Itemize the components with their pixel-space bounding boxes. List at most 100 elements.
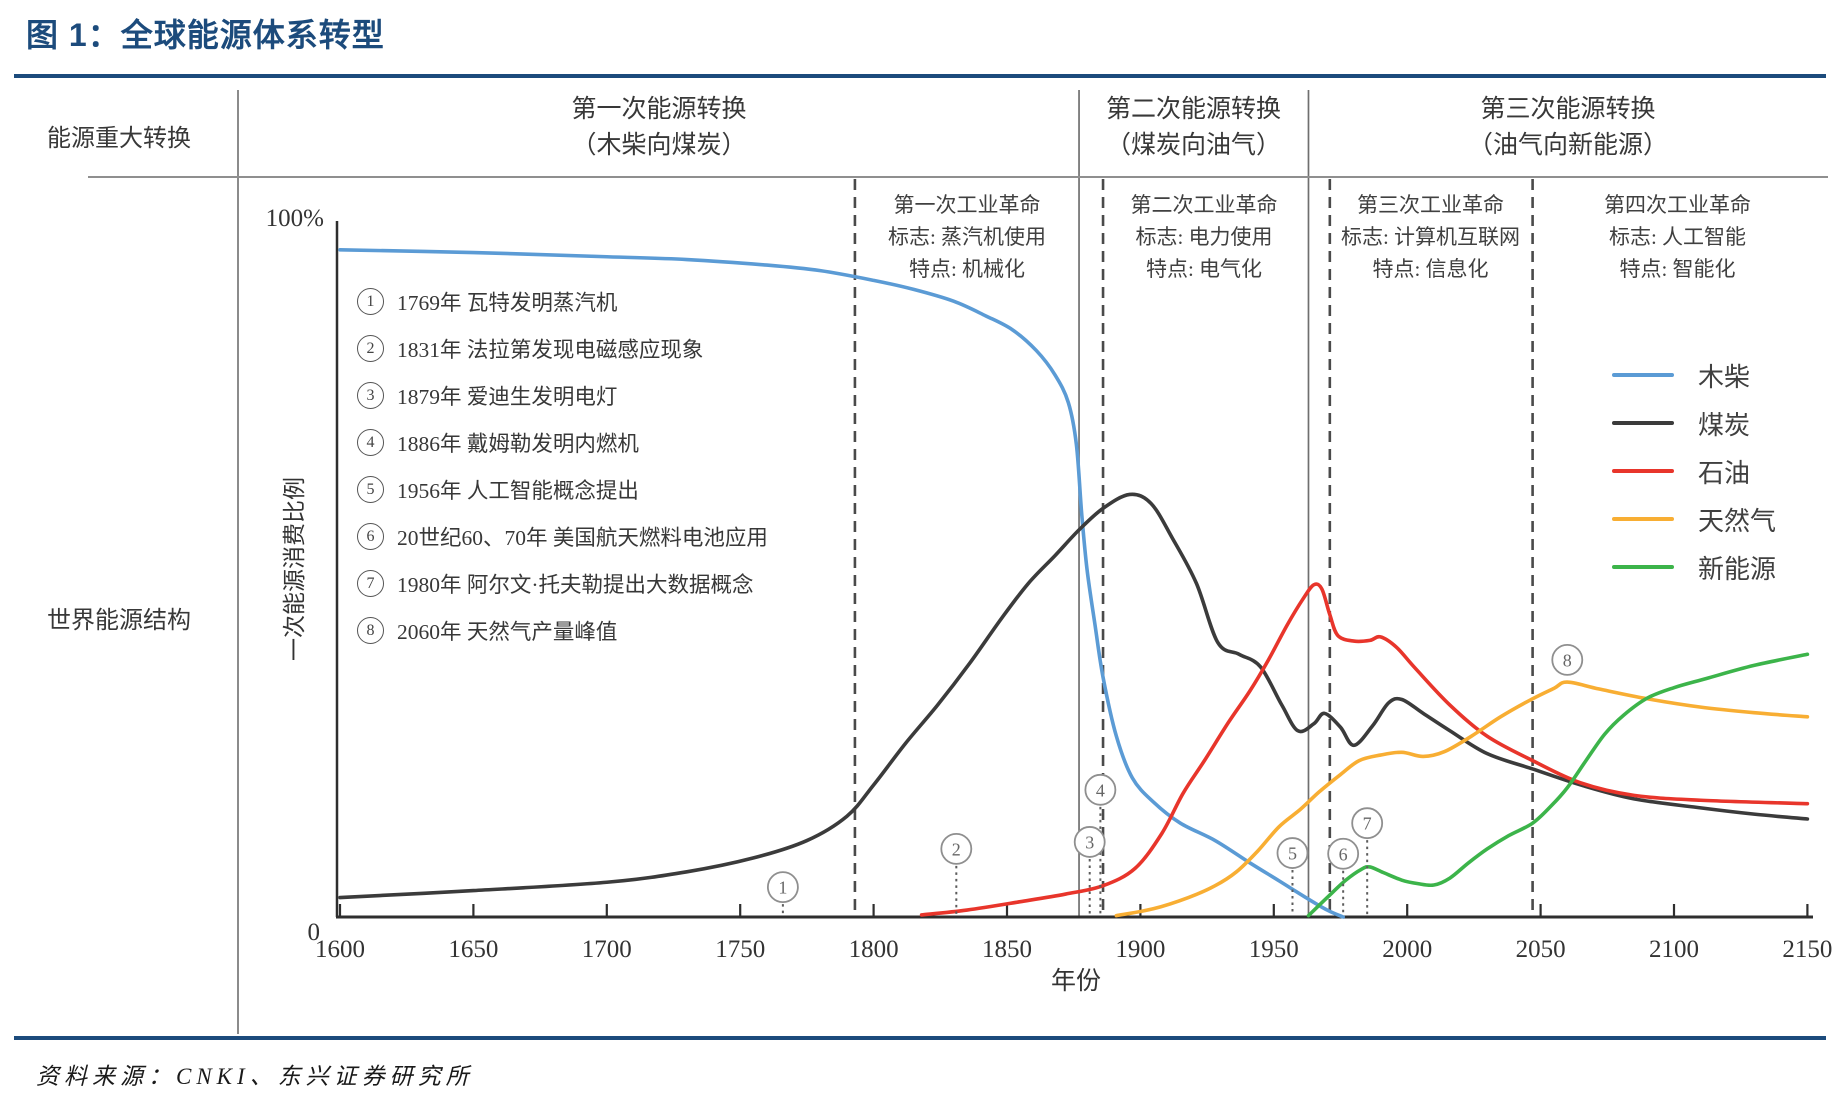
series-line-coal	[338, 492, 1810, 900]
legend-item-wood: 木柴	[1612, 351, 1776, 399]
annotation-text: 1980年 阿尔文·托夫勒提出大数据概念	[397, 573, 754, 597]
revolution-trait: 特点: 智能化	[1619, 257, 1736, 281]
x-tick-label: 1800	[849, 936, 899, 963]
event-marker-circle-3	[1073, 826, 1106, 858]
event-marker-circle-2	[940, 832, 973, 865]
era-title: 第三次能源转换	[1480, 96, 1656, 123]
matrix-row-label: 能源重大转换	[47, 126, 191, 152]
revolution-block-1: 第一次工业革命 标志: 蒸汽机使用 特点: 机械化	[837, 189, 1097, 285]
x-tick-label: 1900	[1115, 936, 1165, 963]
list-item: 7 1980年 阿尔文·托夫勒提出大数据概念	[357, 560, 768, 607]
era-header-2: 第二次能源转换 （煤炭向油气）	[1079, 92, 1308, 164]
revolution-mark: 标志: 蒸汽机使用	[887, 225, 1047, 249]
structure-row-label: 世界能源结构	[47, 608, 191, 634]
x-axis-title: 年份	[1050, 968, 1101, 995]
era-header-3: 第三次能源转换 （油气向新能源）	[1308, 92, 1828, 164]
circled-number: 3	[357, 382, 384, 409]
circled-number: 7	[357, 570, 384, 597]
y-axis-zero-label: 0	[307, 919, 321, 946]
legend-item-newenergy: 新能源	[1612, 543, 1776, 591]
event-marker-number-6: 6	[1339, 844, 1348, 864]
x-tick-label: 1650	[448, 936, 498, 963]
oil-line-swatch	[1612, 468, 1674, 474]
event-marker-circle-5	[1276, 837, 1309, 869]
event-marker-number-2: 2	[952, 839, 961, 859]
era-subtitle: （木柴向煤炭）	[571, 132, 747, 159]
legend-label: 天然气	[1698, 506, 1777, 536]
revolution-title: 第三次工业革命	[1357, 193, 1504, 217]
event-marker-number-7: 7	[1363, 814, 1372, 834]
y-axis-title: 一次能源消费比例	[282, 477, 307, 661]
circled-number: 8	[357, 617, 384, 644]
series-line-gas	[1114, 680, 1810, 918]
list-item: 2 1831年 法拉第发现电磁感应现象	[357, 325, 768, 372]
revolution-trait: 特点: 信息化	[1372, 257, 1489, 281]
annotation-text: 1879年 爱迪生发明电灯	[397, 385, 618, 409]
list-item: 6 20世纪60、70年 美国航天燃料电池应用	[357, 513, 768, 560]
event-annotation-list: 1 1769年 瓦特发明蒸汽机 2 1831年 法拉第发现电磁感应现象 3 1879年…	[357, 278, 768, 654]
x-tick-label: 1700	[582, 936, 632, 963]
event-marker-number-1: 1	[778, 878, 787, 898]
annotation-text: 1769年 瓦特发明蒸汽机	[397, 291, 618, 315]
annotation-text: 1831年 法拉第发现电磁感应现象	[397, 338, 704, 362]
circled-number: 1	[357, 288, 384, 315]
revolution-title: 第四次工业革命	[1604, 193, 1751, 217]
revolution-mark: 标志: 人工智能	[1608, 225, 1747, 249]
list-item: 5 1956年 人工智能概念提出	[357, 466, 768, 513]
figure-title: 图 1：全球能源体系转型	[26, 17, 385, 53]
x-tick-label: 2100	[1649, 936, 1699, 963]
revolution-title: 第一次工业革命	[893, 193, 1041, 217]
revolution-title: 第二次工业革命	[1130, 193, 1278, 217]
revolution-trait: 特点: 电气化	[1145, 257, 1263, 281]
legend-item-gas: 天然气	[1612, 495, 1776, 543]
list-item: 1 1769年 瓦特发明蒸汽机	[357, 278, 768, 325]
list-item: 8 2060年 天然气产量峰值	[357, 607, 768, 654]
event-marker-number-8: 8	[1563, 650, 1572, 670]
circled-number: 2	[357, 335, 384, 362]
circled-number: 4	[357, 429, 384, 456]
legend-label: 煤炭	[1698, 410, 1751, 440]
revolution-mark: 标志: 电力使用	[1135, 225, 1273, 249]
event-marker-circle-6	[1327, 837, 1360, 870]
legend-item-oil: 石油	[1612, 447, 1776, 495]
source-rule	[14, 1036, 1826, 1040]
x-tick-label: 2150	[1782, 936, 1832, 963]
coal-line-swatch	[1612, 420, 1674, 426]
wood-line-swatch	[1612, 372, 1674, 378]
legend-label: 木柴	[1698, 362, 1751, 392]
circled-number: 6	[357, 523, 384, 550]
legend-label: 新能源	[1698, 554, 1777, 584]
revolution-block-3: 第三次工业革命 标志: 计算机互联网 特点: 信息化	[1300, 189, 1561, 285]
event-marker-circle-1	[766, 871, 799, 904]
revolution-mark: 标志: 计算机互联网	[1340, 225, 1521, 249]
series-line-newenergy	[1306, 652, 1810, 918]
series-line-wood	[338, 248, 1345, 919]
annotation-text: 1956年 人工智能概念提出	[397, 479, 639, 503]
x-tick-label: 1950	[1249, 936, 1299, 963]
era-title: 第二次能源转换	[1105, 96, 1281, 123]
revolution-trait: 特点: 机械化	[908, 257, 1026, 281]
annotation-text: 20世纪60、70年 美国航天燃料电池应用	[397, 526, 768, 550]
event-marker-circle-8	[1551, 643, 1584, 676]
circled-number: 5	[357, 476, 384, 503]
event-marker-circle-7	[1351, 807, 1384, 840]
matrix-column-divider	[237, 90, 239, 1034]
event-marker-number-4: 4	[1096, 780, 1105, 800]
legend-label: 石油	[1698, 458, 1751, 488]
event-marker-number-3: 3	[1085, 832, 1094, 852]
legend-item-coal: 煤炭	[1612, 399, 1776, 447]
event-marker-circle-4	[1084, 773, 1117, 806]
annotation-text: 2060年 天然气产量峰值	[397, 620, 618, 644]
series-line-oil	[919, 582, 1810, 917]
revolution-block-4: 第四次工业革命 标志: 人工智能 特点: 智能化	[1532, 189, 1823, 285]
x-tick-label: 2000	[1382, 936, 1432, 963]
x-tick-label: 1600	[315, 936, 365, 963]
era-subtitle: （油气向新能源）	[1467, 132, 1668, 159]
revolution-block-2: 第二次工业革命 标志: 电力使用 特点: 电气化	[1074, 189, 1334, 285]
event-marker-number-5: 5	[1288, 844, 1297, 864]
newenergy-line-swatch	[1612, 564, 1674, 570]
gas-line-swatch	[1612, 516, 1674, 522]
source-note: 资料来源：CNKI、东兴证券研究所	[36, 1064, 474, 1089]
